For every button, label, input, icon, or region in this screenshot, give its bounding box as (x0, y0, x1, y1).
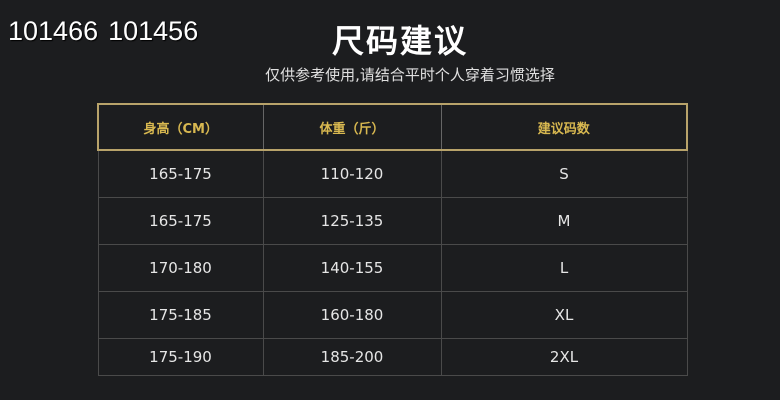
cell-weight: 125-135 (262, 197, 442, 245)
size-table: 身高（CM） 体重（斤） 建议码数 165-175 110-120 S 165-175… (97, 103, 688, 376)
page-title: 尺码建议 (331, 22, 468, 60)
cell-size: L (440, 244, 688, 292)
header-weight: 体重（斤） (262, 103, 442, 151)
cell-weight: 160-180 (262, 291, 442, 339)
table-row: 165-175 125-135 M (97, 197, 688, 245)
cell-height: 175-185 (97, 291, 264, 339)
table-row: 170-180 140-155 L (97, 244, 688, 292)
watermark: 101466 101456 (8, 16, 198, 47)
page-subtitle: 仅供参考使用,请结合平时个人穿着习惯选择 (265, 66, 555, 84)
cell-height: 175-190 (97, 338, 264, 376)
table-row: 175-185 160-180 XL (97, 291, 688, 339)
header-size: 建议码数 (440, 103, 688, 151)
cell-size: 2XL (440, 338, 688, 376)
cell-size: XL (440, 291, 688, 339)
cell-height: 170-180 (97, 244, 264, 292)
watermark-number-second: 101456 (108, 16, 199, 46)
watermark-number: 101466 (8, 16, 99, 46)
table-row: 175-190 185-200 2XL (97, 338, 688, 376)
cell-weight: 185-200 (262, 338, 442, 376)
header-height: 身高（CM） (97, 103, 264, 151)
table-header-row: 身高（CM） 体重（斤） 建议码数 (97, 103, 688, 151)
cell-height: 165-175 (97, 197, 264, 245)
cell-weight: 140-155 (262, 244, 442, 292)
cell-weight: 110-120 (262, 149, 442, 198)
cell-size: M (440, 197, 688, 245)
cell-height: 165-175 (97, 149, 264, 198)
cell-size: S (440, 149, 688, 198)
table-row: 165-175 110-120 S (97, 149, 688, 198)
